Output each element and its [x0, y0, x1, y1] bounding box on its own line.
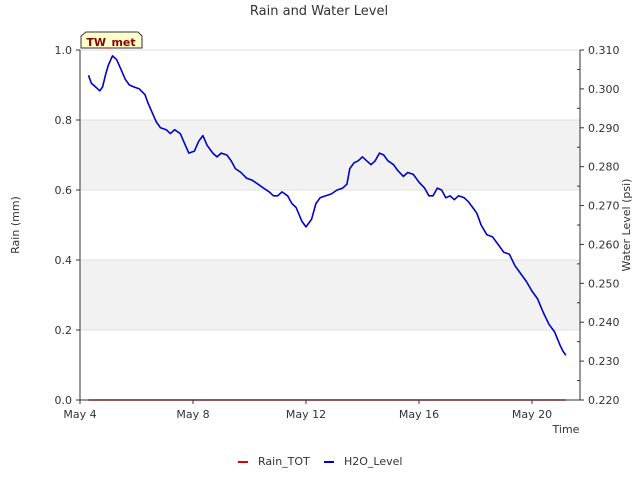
legend-label-H2O_Level: H2O_Level — [344, 455, 402, 468]
background-band — [80, 260, 580, 330]
right-tick-label: 0.310 — [588, 44, 620, 57]
right-axis-label: Water Level (psi) — [620, 179, 633, 272]
series-line-H2O_Level — [87, 54, 567, 356]
x-tick-label: May 8 — [176, 408, 209, 421]
right-tick-label: 0.260 — [588, 238, 620, 251]
left-tick-label: 1.0 — [55, 44, 73, 57]
right-tick-label: 0.270 — [588, 200, 620, 213]
plot-area — [79, 49, 581, 401]
left-tick-label: 0.8 — [55, 114, 73, 127]
left-axis-label: Rain (mm) — [9, 196, 22, 254]
left-tick-label: 0.2 — [55, 324, 73, 337]
left-axis: 0.0 0.2 0.4 0.6 0.8 1.0 — [55, 44, 81, 407]
legend-label-Rain_TOT: Rain_TOT — [258, 455, 310, 468]
x-tick-label: May 20 — [512, 408, 552, 421]
x-tick-label: May 4 — [63, 408, 96, 421]
right-axis: 0.220 0.230 0.240 0.250 0.260 0.270 0.280 0.290… — [577, 44, 620, 407]
left-tick-label: 0.6 — [55, 184, 73, 197]
x-tick-label: May 16 — [399, 408, 439, 421]
x-tick-label: May 12 — [286, 408, 326, 421]
right-tick-label: 0.300 — [588, 83, 620, 96]
right-tick-label: 0.230 — [588, 355, 620, 368]
left-tick-label: 0.4 — [55, 254, 73, 267]
left-tick-label: 0.0 — [55, 394, 73, 407]
right-tick-label: 0.240 — [588, 316, 620, 329]
right-tick-label: 0.250 — [588, 277, 620, 290]
x-axis-label: Time — [552, 423, 580, 436]
station-badge: TW_met — [80, 31, 143, 49]
right-tick-label: 0.290 — [588, 122, 620, 135]
station-badge-shape — [80, 31, 143, 49]
background-band — [80, 120, 580, 190]
station-badge-label: TW_met — [86, 36, 135, 49]
legend: Rain_TOT H2O_Level — [238, 455, 402, 468]
chart-title: Rain and Water Level — [250, 4, 388, 19]
right-tick-label: 0.280 — [588, 161, 620, 174]
right-tick-label: 0.220 — [588, 394, 620, 407]
x-axis: May 4 May 8 May 12 May 16 May 20 — [63, 399, 580, 421]
